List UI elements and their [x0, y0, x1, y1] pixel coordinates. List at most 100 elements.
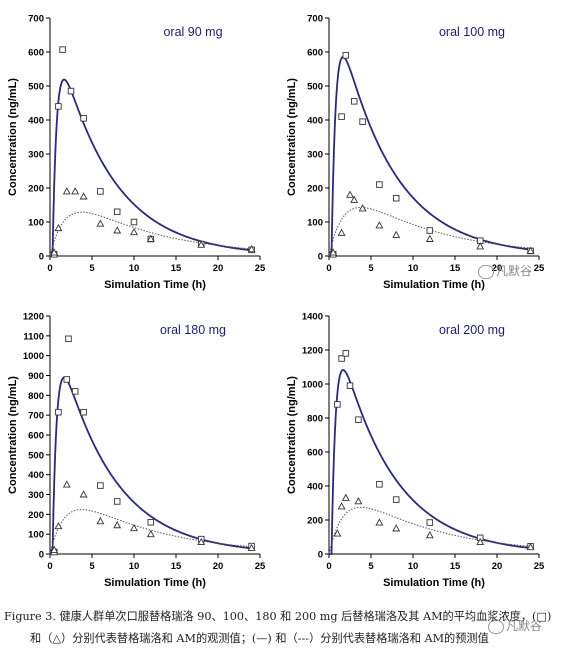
- x-tick-label: 20: [213, 263, 224, 274]
- y-tick-label: 200: [307, 516, 323, 527]
- observed-parent-point: [59, 46, 66, 53]
- chart-panel-100mg: 0 100 200 300 400 500 600 700 0 5 10 15 20 25 Simulati…: [281, 4, 561, 304]
- observed-metabolite-point: [375, 518, 384, 526]
- x-tick-label: 25: [534, 561, 545, 572]
- x-tick-label: 15: [450, 263, 461, 274]
- observed-parent-point: [350, 98, 358, 105]
- y-tick-label: 300: [28, 490, 44, 501]
- observed-metabolite-point: [146, 234, 155, 242]
- x-tick-label: 10: [408, 561, 419, 572]
- observed-metabolite-point: [346, 190, 354, 198]
- observed-metabolite-point: [337, 228, 346, 236]
- observed-parent-point: [338, 113, 345, 120]
- y-tick-label: 300: [307, 150, 323, 161]
- predicted-metabolite-line: [328, 506, 531, 555]
- x-axis-label: Simulation Time (h): [104, 577, 206, 589]
- chart-panel-90mg: 0 100 200 300 400 500 600 700 0 5 10 15 20 25 Simulati…: [2, 4, 282, 304]
- y-tick-label: 100: [28, 530, 44, 541]
- y-tick-label: 200: [28, 184, 44, 195]
- observed-metabolite-point: [50, 248, 59, 256]
- y-tick-label: 700: [28, 411, 44, 422]
- observed-metabolite-point: [392, 230, 401, 238]
- observed-metabolite-point: [425, 234, 434, 242]
- chart-title: oral 100 mg: [439, 25, 505, 39]
- observed-parent-point: [97, 482, 104, 489]
- observed-parent-point: [346, 382, 354, 389]
- observed-metabolite-point: [247, 244, 256, 253]
- y-tick-label: 600: [307, 48, 323, 59]
- x-axis-label: Simulation Time (h): [383, 577, 485, 589]
- observed-metabolite-point: [54, 223, 63, 232]
- observed-metabolite-point: [79, 192, 88, 200]
- observed-parent-point: [55, 103, 62, 110]
- observed-parent-point: [426, 519, 434, 526]
- x-tick-label: 5: [89, 561, 95, 572]
- y-tick-label: 400: [28, 116, 44, 127]
- x-tick-label: 20: [213, 561, 224, 572]
- observed-parent-point: [355, 416, 362, 423]
- chart-svg-90mg: 0 100 200 300 400 500 600 700 0 5 10 15 20 25 Simulati…: [7, 14, 266, 292]
- observed-parent-point: [113, 498, 121, 505]
- observed-parent-point: [392, 496, 400, 503]
- observed-metabolite-point: [341, 493, 350, 501]
- chart-svg-100mg: 0 100 200 300 400 500 600 700 0 5 10 15 20 25 Simulati…: [286, 14, 545, 292]
- observed-parent-point: [359, 118, 366, 125]
- predicted-metabolite-line: [49, 211, 252, 257]
- y-tick-label: 800: [28, 391, 44, 402]
- x-tick-label: 0: [47, 263, 52, 274]
- observed-metabolite-point: [358, 204, 367, 212]
- observed-parent-point: [392, 194, 400, 202]
- observed-metabolite-point: [526, 542, 535, 551]
- x-tick-label: 15: [171, 561, 182, 572]
- x-tick-label: 25: [534, 263, 545, 274]
- observed-metabolite-point: [333, 529, 342, 537]
- y-tick-label: 1200: [23, 312, 44, 323]
- x-tick-label: 15: [450, 561, 461, 572]
- y-axis-label: Concentration (ng/mL): [286, 376, 298, 494]
- observed-metabolite-point: [350, 195, 359, 203]
- observed-parent-point: [376, 181, 383, 188]
- x-axis-label: Simulation Time (h): [383, 279, 485, 291]
- x-tick-label: 10: [408, 263, 419, 274]
- observed-parent-point: [376, 481, 383, 488]
- y-tick-label: 1100: [23, 331, 44, 342]
- y-axis-label: Concentration (ng/mL): [7, 78, 19, 196]
- y-tick-label: 600: [28, 431, 44, 442]
- observed-metabolite-point: [96, 219, 105, 227]
- caption-line-1: Figure 3. 健康人群单次口服替格瑞洛 90、100、180 和 200 …: [4, 610, 552, 623]
- observed-metabolite-point: [476, 242, 485, 250]
- y-tick-label: 200: [28, 510, 44, 521]
- chart-title: oral 200 mg: [439, 323, 505, 337]
- observed-metabolite-point: [54, 522, 63, 530]
- chart-panel-180mg: 0 100 200 300 400 500 600 700 800 900 1000 1100 1200…: [2, 302, 282, 602]
- y-tick-label: 1000: [302, 380, 323, 391]
- y-tick-label: 500: [307, 82, 323, 93]
- x-tick-label: 0: [326, 263, 331, 274]
- observed-metabolite-point: [329, 248, 338, 256]
- observed-metabolite-point: [130, 523, 138, 532]
- observed-parent-point: [147, 519, 155, 526]
- x-tick-label: 5: [368, 561, 374, 572]
- observed-parent-point: [342, 350, 350, 357]
- observed-metabolite-point: [62, 480, 71, 488]
- observed-parent-point: [67, 87, 75, 95]
- x-tick-label: 20: [492, 263, 503, 274]
- watermark-bottom-text: 凡默谷: [506, 619, 543, 633]
- observed-metabolite-point: [50, 545, 59, 553]
- y-tick-label: 900: [28, 371, 44, 382]
- observed-parent-point: [342, 52, 350, 59]
- x-tick-label: 10: [129, 263, 140, 274]
- x-tick-label: 20: [492, 561, 503, 572]
- predicted-parent-line: [329, 369, 531, 555]
- watermark-top: 凡默谷: [478, 262, 532, 279]
- observed-parent-point: [426, 227, 434, 234]
- y-tick-label: 0: [39, 252, 44, 263]
- predicted-metabolite-line: [49, 509, 252, 555]
- y-tick-label: 600: [307, 448, 323, 459]
- y-tick-label: 300: [28, 150, 44, 161]
- observed-parent-point: [55, 408, 62, 416]
- observed-parent-point: [65, 335, 72, 343]
- x-tick-label: 5: [368, 263, 374, 274]
- x-tick-label: 0: [47, 561, 52, 572]
- observed-metabolite-point: [526, 246, 535, 254]
